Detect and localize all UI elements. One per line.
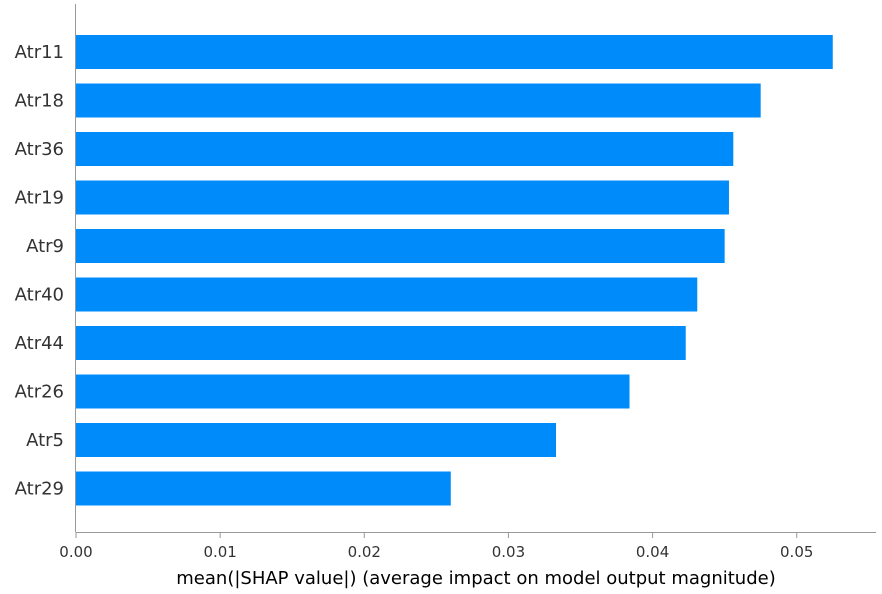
bars-layer bbox=[76, 35, 833, 506]
y-axis: Atr11 Atr18 Atr36 Atr19 Atr9 Atr40 Atr44 Atr26 A… bbox=[15, 4, 76, 532]
y-tick-label-atr26: Atr26 bbox=[15, 382, 64, 403]
y-tick-label-atr36: Atr36 bbox=[15, 139, 64, 160]
bar-atr40 bbox=[76, 277, 698, 312]
x-axis: 0.00 0.01 0.02 0.03 0.04 0.05 bbox=[59, 532, 876, 561]
x-tick-label: 0.01 bbox=[203, 543, 236, 561]
bar-atr19 bbox=[76, 180, 729, 215]
x-tick-label: 0.00 bbox=[59, 543, 92, 561]
bar-atr18 bbox=[76, 83, 761, 118]
y-tick-label-atr11: Atr11 bbox=[15, 42, 64, 63]
x-tick-label: 0.04 bbox=[636, 543, 669, 561]
y-tick-label-atr9: Atr9 bbox=[26, 236, 64, 257]
x-tick-label: 0.02 bbox=[348, 543, 381, 561]
y-tick-label-atr44: Atr44 bbox=[15, 333, 64, 354]
bar-atr36 bbox=[76, 132, 734, 166]
y-tick-label-atr5: Atr5 bbox=[26, 430, 64, 451]
bar-atr9 bbox=[76, 229, 725, 263]
bar-atr44 bbox=[76, 326, 686, 360]
bar-atr26 bbox=[76, 374, 630, 409]
x-axis-label: mean(|SHAP value|) (average impact on mo… bbox=[176, 568, 775, 589]
bar-atr5 bbox=[76, 423, 556, 457]
y-tick-label-atr19: Atr19 bbox=[15, 188, 64, 209]
bar-atr29 bbox=[76, 471, 451, 506]
y-tick-label-atr18: Atr18 bbox=[15, 91, 64, 112]
y-tick-label-atr40: Atr40 bbox=[15, 285, 64, 306]
y-tick-label-atr29: Atr29 bbox=[15, 479, 64, 500]
bar-atr11 bbox=[76, 35, 833, 69]
x-tick-label: 0.03 bbox=[492, 543, 525, 561]
x-tick-label: 0.05 bbox=[780, 543, 813, 561]
